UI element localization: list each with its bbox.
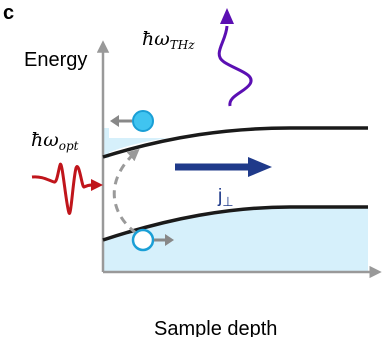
hole-drift-arrowhead (165, 234, 174, 246)
thz-emission-arrowhead (220, 8, 234, 24)
surface-fill (103, 138, 168, 155)
optical-pulse-arrowhead (91, 179, 103, 191)
thz-label: ħωTHz (142, 28, 195, 52)
surface-fill-strip (103, 128, 109, 158)
x-axis-label: Sample depth (154, 318, 277, 337)
y-axis-label: Energy (24, 49, 87, 71)
excitation-transition-arrow (112, 148, 140, 235)
electron-drift-arrowhead (110, 115, 119, 127)
panel-label: c (3, 2, 14, 24)
hole (131, 228, 155, 252)
electron (132, 110, 154, 132)
current-arrowhead (248, 157, 272, 177)
conduction-band-edge (102, 126, 368, 159)
optical-label: ħωopt (31, 129, 79, 153)
current-label: j⊥ (217, 186, 234, 209)
valence-band-edge (102, 205, 368, 242)
optical-pulse-wave (31, 162, 93, 215)
thz-emission-wave (217, 25, 253, 107)
